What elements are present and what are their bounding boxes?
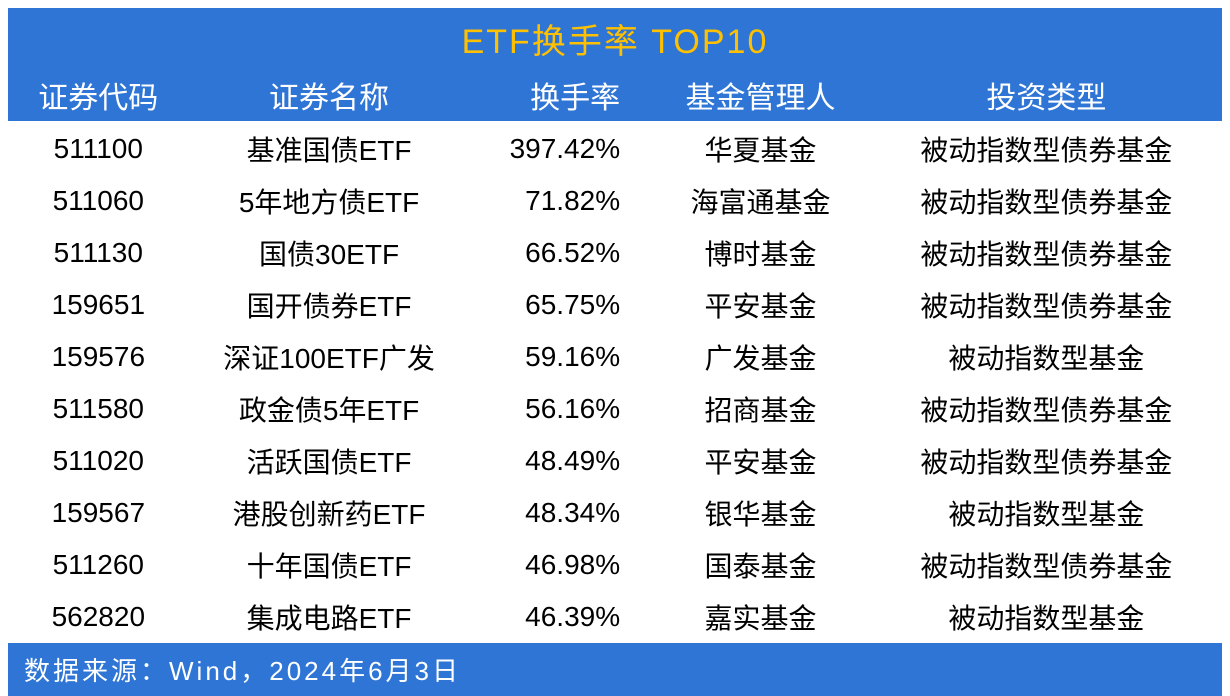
- cell-code: 511100: [8, 122, 189, 175]
- cell-code: 159576: [8, 331, 189, 383]
- cell-code: 511020: [8, 435, 189, 487]
- cell-type: 被动指数型债券基金: [871, 175, 1222, 227]
- cell-name: 5年地方债ETF: [189, 175, 470, 227]
- cell-manager: 广发基金: [650, 331, 871, 383]
- cell-code: 511260: [8, 539, 189, 591]
- header-manager: 基金管理人: [650, 69, 871, 122]
- cell-rate: 71.82%: [470, 175, 651, 227]
- cell-name: 深证100ETF广发: [189, 331, 470, 383]
- cell-type: 被动指数型基金: [871, 591, 1222, 643]
- cell-name: 基准国债ETF: [189, 122, 470, 175]
- cell-manager: 招商基金: [650, 383, 871, 435]
- data-source: 数据来源：Wind，2024年6月3日: [8, 643, 1222, 696]
- cell-manager: 嘉实基金: [650, 591, 871, 643]
- header-name: 证券名称: [189, 69, 470, 122]
- cell-manager: 平安基金: [650, 435, 871, 487]
- cell-rate: 56.16%: [470, 383, 651, 435]
- cell-code: 159567: [8, 487, 189, 539]
- cell-rate: 48.49%: [470, 435, 651, 487]
- table-body: 511100基准国债ETF397.42%华夏基金被动指数型债券基金5110605…: [8, 122, 1222, 643]
- cell-code: 511130: [8, 227, 189, 279]
- cell-rate: 397.42%: [470, 122, 651, 175]
- table-row: 159576深证100ETF广发59.16%广发基金被动指数型基金: [8, 331, 1222, 383]
- cell-name: 港股创新药ETF: [189, 487, 470, 539]
- cell-type: 被动指数型债券基金: [871, 227, 1222, 279]
- cell-name: 国开债券ETF: [189, 279, 470, 331]
- cell-name: 集成电路ETF: [189, 591, 470, 643]
- cell-manager: 博时基金: [650, 227, 871, 279]
- cell-name: 政金债5年ETF: [189, 383, 470, 435]
- cell-name: 活跃国债ETF: [189, 435, 470, 487]
- table-row: 511100基准国债ETF397.42%华夏基金被动指数型债券基金: [8, 122, 1222, 175]
- table-row: 5110605年地方债ETF71.82%海富通基金被动指数型债券基金: [8, 175, 1222, 227]
- cell-type: 被动指数型债券基金: [871, 435, 1222, 487]
- cell-type: 被动指数型债券基金: [871, 383, 1222, 435]
- cell-code: 511580: [8, 383, 189, 435]
- cell-type: 被动指数型基金: [871, 331, 1222, 383]
- table-row: 511130国债30ETF66.52%博时基金被动指数型债券基金: [8, 227, 1222, 279]
- table-row: 159567港股创新药ETF48.34%银华基金被动指数型基金: [8, 487, 1222, 539]
- cell-manager: 华夏基金: [650, 122, 871, 175]
- table-row: 159651国开债券ETF65.75%平安基金被动指数型债券基金: [8, 279, 1222, 331]
- header-rate: 换手率: [470, 69, 651, 122]
- cell-rate: 59.16%: [470, 331, 651, 383]
- table-row: 511260十年国债ETF46.98%国泰基金被动指数型债券基金: [8, 539, 1222, 591]
- cell-name: 十年国债ETF: [189, 539, 470, 591]
- table-footer-row: 数据来源：Wind，2024年6月3日: [8, 643, 1222, 696]
- cell-rate: 66.52%: [470, 227, 651, 279]
- cell-type: 被动指数型债券基金: [871, 122, 1222, 175]
- cell-manager: 国泰基金: [650, 539, 871, 591]
- cell-code: 159651: [8, 279, 189, 331]
- cell-rate: 46.39%: [470, 591, 651, 643]
- cell-manager: 银华基金: [650, 487, 871, 539]
- cell-type: 被动指数型债券基金: [871, 539, 1222, 591]
- table-row: 511580政金债5年ETF56.16%招商基金被动指数型债券基金: [8, 383, 1222, 435]
- cell-manager: 平安基金: [650, 279, 871, 331]
- table-header-row: 证券代码 证券名称 换手率 基金管理人 投资类型: [8, 69, 1222, 122]
- cell-name: 国债30ETF: [189, 227, 470, 279]
- cell-rate: 48.34%: [470, 487, 651, 539]
- cell-code: 511060: [8, 175, 189, 227]
- cell-code: 562820: [8, 591, 189, 643]
- cell-rate: 46.98%: [470, 539, 651, 591]
- header-code: 证券代码: [8, 69, 189, 122]
- cell-type: 被动指数型债券基金: [871, 279, 1222, 331]
- table-row: 562820集成电路ETF46.39%嘉实基金被动指数型基金: [8, 591, 1222, 643]
- etf-turnover-table: ETF换手率 TOP10 证券代码 证券名称 换手率 基金管理人 投资类型 51…: [8, 8, 1222, 696]
- cell-manager: 海富通基金: [650, 175, 871, 227]
- header-type: 投资类型: [871, 69, 1222, 122]
- cell-rate: 65.75%: [470, 279, 651, 331]
- cell-type: 被动指数型基金: [871, 487, 1222, 539]
- table-title: ETF换手率 TOP10: [8, 8, 1222, 69]
- table-row: 511020活跃国债ETF48.49%平安基金被动指数型债券基金: [8, 435, 1222, 487]
